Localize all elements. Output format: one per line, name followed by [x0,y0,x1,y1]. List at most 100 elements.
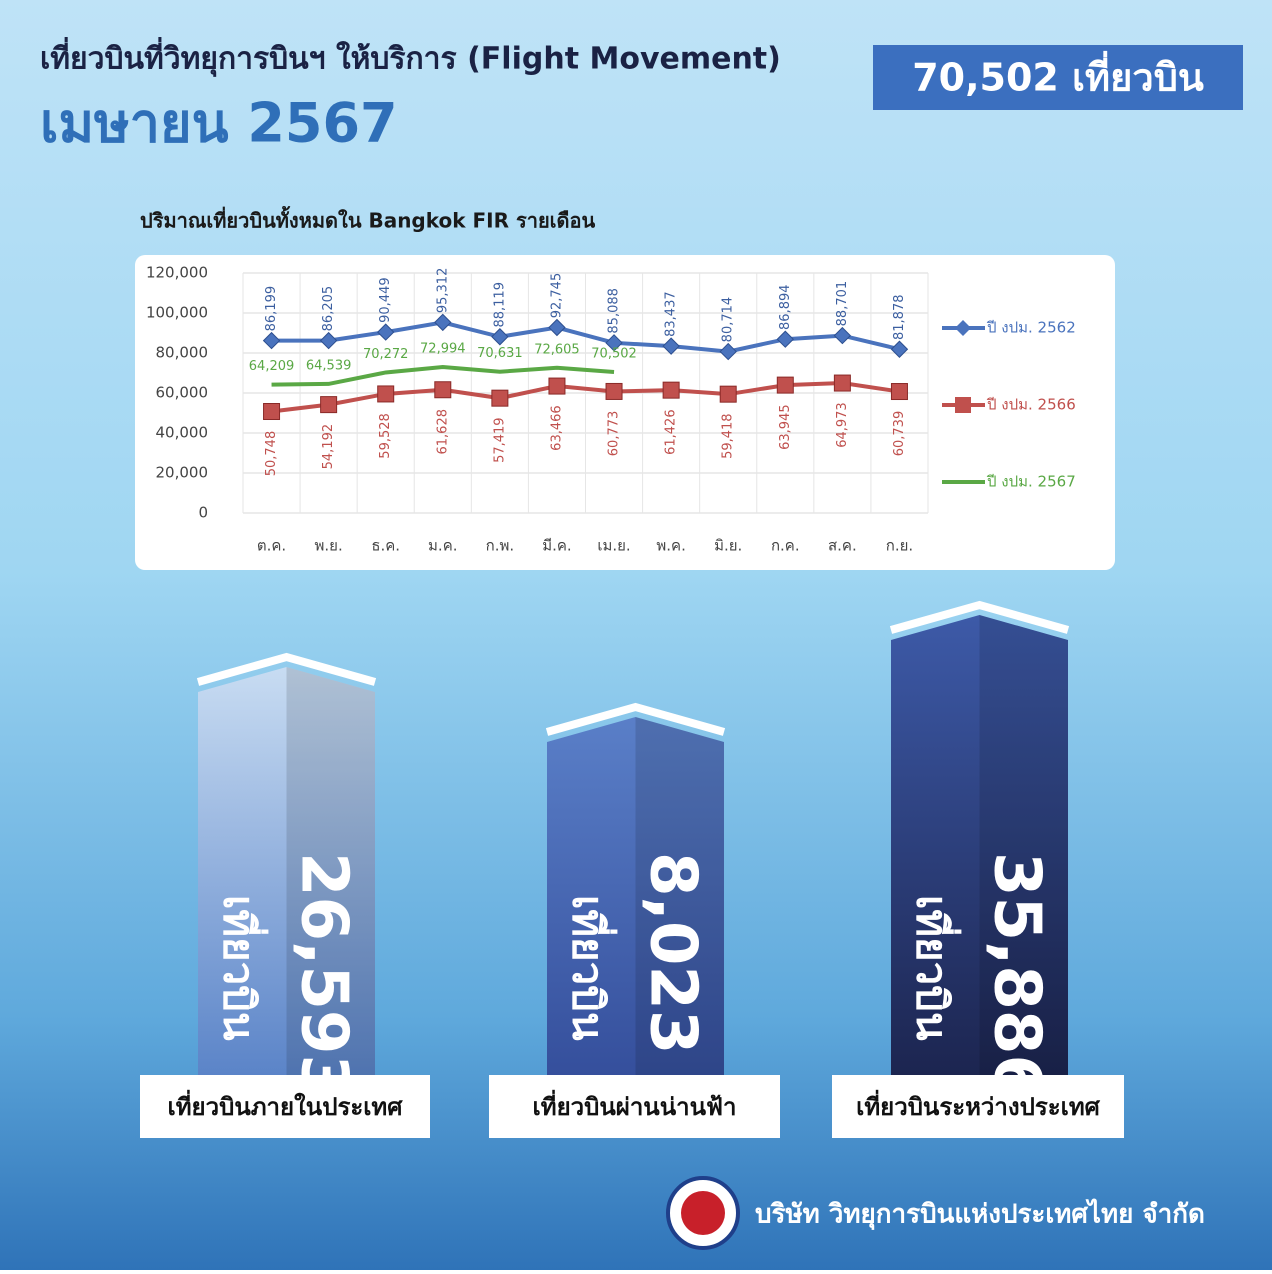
value-label: 86,199 [264,286,279,332]
series-line [271,365,615,387]
category-label: เที่ยวบินระหว่างประเทศ [856,1089,1101,1121]
marker [833,326,852,345]
x-tick-label: ส.ค. [828,537,857,555]
value-label: 61,628 [435,409,450,455]
label-box [832,1075,1124,1138]
value-label: 90,449 [378,277,393,323]
roof [196,652,377,686]
series-line [271,320,900,354]
value-label: 86,205 [321,286,336,332]
marker [548,318,566,337]
value-label: 86,894 [778,284,793,330]
value-label: 60,773 [607,411,622,457]
marker [548,377,566,395]
label-box [140,1075,430,1138]
chart: 0 20,000 40,000 60,000 80,000 100,000 120,000 ต… [146,264,1076,555]
marker [662,381,680,399]
total: 70,502 เที่ยวบิน [912,51,1204,100]
count-unit: เที่ยวบิน [564,895,618,1041]
value-label: 61,426 [664,409,679,455]
value-label: 72,994 [420,342,466,357]
count: 35,886 [979,852,1053,1099]
column [547,717,724,1075]
marker [491,389,509,407]
category-label: เที่ยวบินภายในประเทศ [168,1089,404,1121]
count: 8,023 [635,852,709,1054]
roof [545,702,726,736]
value-label: 88,119 [492,282,507,328]
x-tick-label: ก.ย. [886,537,913,555]
x-tick-label: ก.ค. [771,537,800,555]
column [198,667,375,1075]
category-label: เที่ยวบินผ่านน่านฟ้า [533,1089,737,1121]
y-tick-label: 60,000 [156,384,209,402]
chart-title: ปริมาณเที่ยวบินทั้งหมดใน Bangkok FIR ราย… [140,206,596,233]
legend-label: ปี งปม. 2562 [986,319,1076,337]
marker [833,374,851,392]
y-tick-label: 120,000 [146,264,208,282]
value-label: 57,419 [492,417,507,463]
marker [605,334,623,352]
y-tick-label: 80,000 [156,344,209,362]
value-label: 88,701 [835,281,850,327]
value-label: 70,272 [363,347,409,362]
x-tick-label: มิ.ย. [714,537,742,555]
y-tick-label: 20,000 [156,464,209,482]
value-label: 60,739 [892,411,907,457]
total-box [873,45,1243,110]
column-shade [979,615,1068,1075]
x-tick-label: ธ.ค. [371,537,400,555]
marker [605,382,623,400]
y-tick-label: 40,000 [156,424,209,442]
y-tick-label: 100,000 [146,304,208,322]
label-box [489,1075,780,1138]
value-label: 70,631 [477,346,523,361]
marker [890,383,908,401]
marker [377,323,395,341]
value-label: 59,528 [378,413,393,459]
value-label: 64,973 [835,402,850,448]
x-tick-label: มี.ค. [542,537,571,555]
marker [434,381,452,399]
column-shade [635,717,724,1075]
y-tick-label: 0 [198,504,208,522]
marker [319,331,338,350]
x-tick-label: พ.ค. [656,537,685,555]
legend-marker [955,320,971,336]
subtitle: เมษายน 2567 [40,92,398,155]
marker [776,376,794,394]
x-tick-label: ม.ค. [428,537,457,555]
count: 26,593 [286,852,360,1099]
value-label: 54,192 [321,424,336,470]
roof [889,600,1070,634]
value-label: 63,945 [778,404,793,450]
value-label: 64,209 [249,359,295,374]
value-label: 83,437 [664,291,679,337]
value-label: 70,502 [591,346,637,361]
legend-marker [955,397,971,413]
breakdown: 26,593 เที่ยวบินเที่ยวบินภายในประเทศ 8,023… [140,600,1124,1138]
legend-label: ปี งปม. 2567 [986,473,1076,491]
marker [491,328,509,346]
value-label: 59,418 [721,413,736,459]
count-unit: เที่ยวบิน [908,895,962,1041]
value-label: 50,748 [264,431,279,477]
x-tick-label: ต.ค. [257,537,286,555]
title: เที่ยวบินที่วิทยุการบินฯ ให้บริการ (Flig… [40,37,781,78]
marker [262,331,281,350]
value-label: 85,088 [607,288,622,334]
column-shade [286,667,375,1075]
marker [719,342,737,361]
value-label: 95,312 [435,268,450,314]
logo-inner [681,1191,725,1235]
value-label: 64,539 [306,358,352,373]
marker [776,330,794,348]
value-label: 72,605 [534,342,580,357]
marker [377,385,395,403]
x-tick-label: พ.ย. [315,537,343,555]
marker [263,403,281,421]
value-label: 92,745 [549,273,564,319]
marker [719,385,737,403]
